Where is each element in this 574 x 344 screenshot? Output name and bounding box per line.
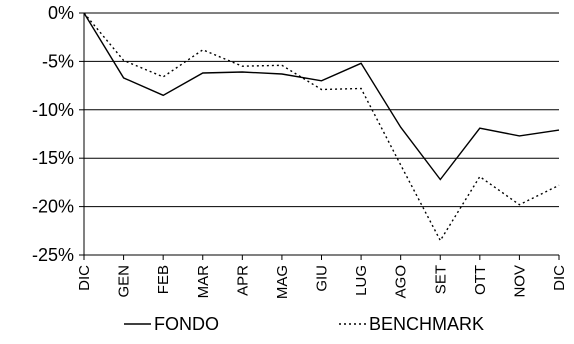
x-tick-label: FEB [155,265,172,294]
axes [83,13,559,256]
legend-label-benchmark: BENCHMARK [369,314,484,334]
x-tick-label: OTT [472,265,489,295]
y-tick-label: -20% [32,197,74,217]
y-tick-label: -15% [32,148,74,168]
x-tick-label: NOV [511,265,528,298]
x-axis-ticks: DIC GEN FEB MAR APR MAG GIU LUG AGO SET OTT NOV DIC [76,255,568,299]
series-line-fondo [83,12,560,181]
x-tick-label: SET [432,265,449,294]
x-tick-label: DIC [76,265,93,291]
x-tick-label: APR [234,265,251,296]
y-tick-label: -10% [32,100,74,120]
grid-lines [84,12,559,256]
x-tick-label: GIU [314,265,331,292]
x-tick-label: LUG [353,265,370,296]
x-tick-label: MAG [274,265,291,299]
x-tick-label: AGO [393,265,410,298]
legend: FONDO BENCHMARK [124,314,484,334]
x-tick-label: DIC [551,265,568,291]
legend-label-fondo: FONDO [154,314,219,334]
series-line-benchmark [83,12,560,242]
y-tick-label: 0% [48,3,74,23]
y-tick-label: -25% [32,245,74,265]
x-tick-label: MAR [195,265,212,299]
y-axis-ticks: 0% -5% -10% -15% -20% -25% [32,3,84,265]
x-tick-label: GEN [116,265,133,298]
y-tick-label: -5% [42,51,74,71]
series-lines [83,12,560,242]
